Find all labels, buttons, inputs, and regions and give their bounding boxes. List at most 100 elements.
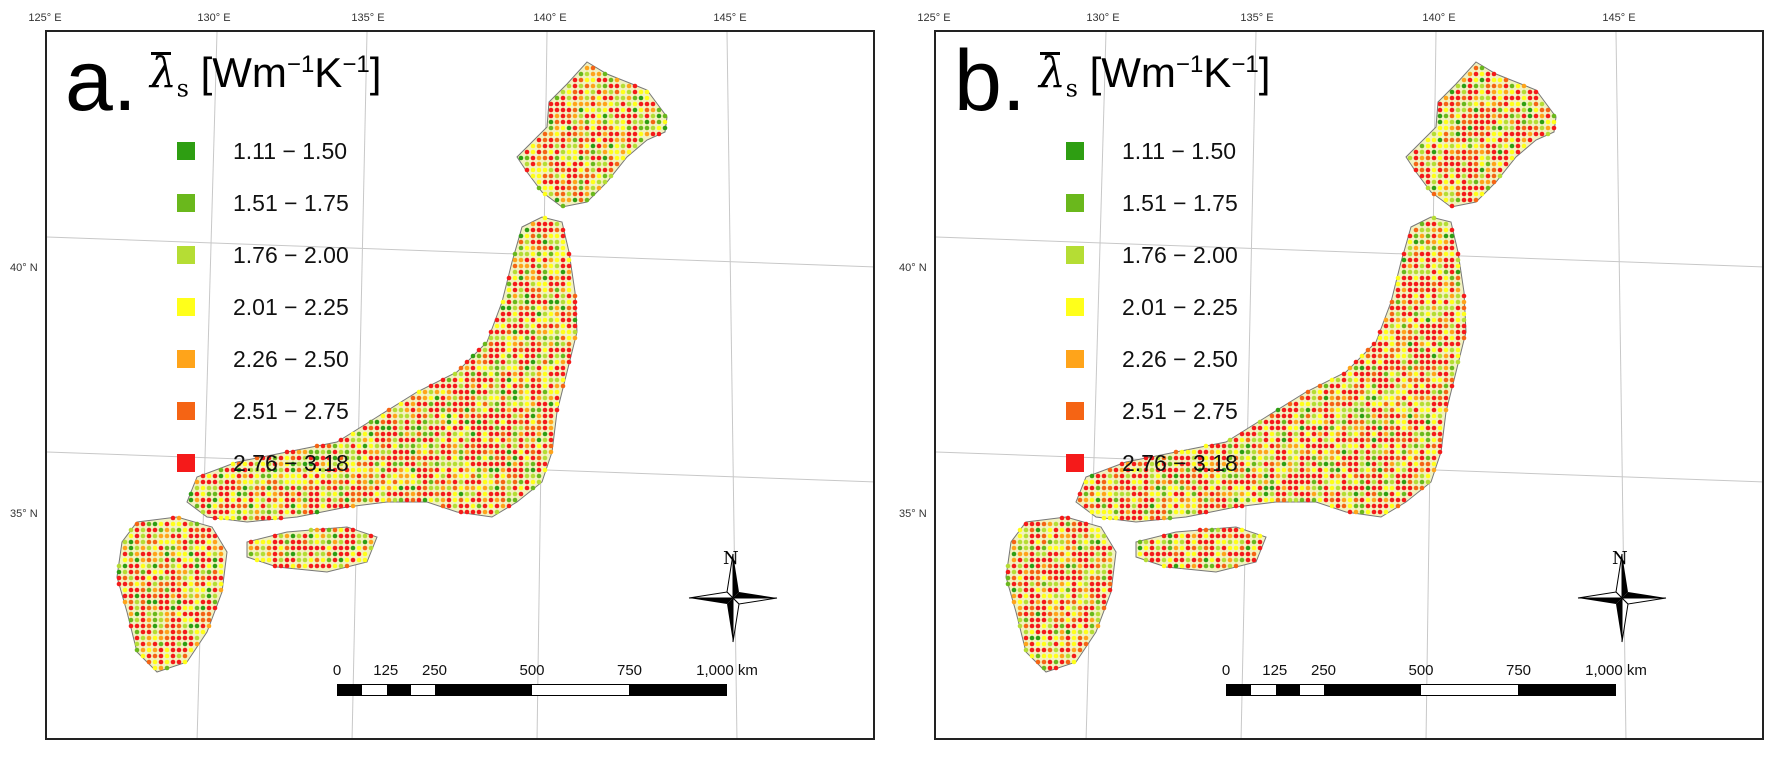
legend-item: 2.76 − 3.18 <box>1066 437 1238 489</box>
scale-segment <box>1299 685 1324 695</box>
scale-segment <box>1324 685 1421 695</box>
legend-swatch <box>1066 350 1084 368</box>
scale-segment <box>338 685 363 695</box>
scale-bar: 0 125 250 500 750 1,000 km <box>1222 662 1647 712</box>
legend-swatch <box>1066 142 1084 160</box>
scale-segment <box>532 685 629 695</box>
latitude-label: 40° N <box>899 262 927 274</box>
north-label: N <box>1612 548 1628 569</box>
legend-title: λs [Wm−1K−1] <box>1039 48 1271 103</box>
legend-label: 2.26 − 2.50 <box>1122 345 1238 372</box>
map-frame: b. λs [Wm−1K−1] 1.11 − 1.50 1.51 − 1.75 … <box>934 30 1764 740</box>
scale-bar-segments <box>1226 684 1616 696</box>
latitude-label: 35° N <box>10 508 38 520</box>
legend-item: 1.76 − 2.00 <box>1066 229 1238 281</box>
scale-tick: 1,000 km <box>1585 662 1647 679</box>
longitude-label: 145° E <box>1602 12 1636 24</box>
scale-segment <box>1227 685 1252 695</box>
legend-swatch <box>177 454 195 472</box>
scale-segment <box>410 685 435 695</box>
scale-tick: 1,000 km <box>696 662 758 679</box>
scale-bar: 0 125 250 500 750 1,000 km <box>333 662 758 712</box>
scale-segment <box>1518 685 1615 695</box>
legend-item: 2.26 − 2.50 <box>1066 333 1238 385</box>
scale-tick: 125 <box>373 662 399 679</box>
latitude-label: 35° N <box>899 508 927 520</box>
legend-item: 1.11 − 1.50 <box>177 125 349 177</box>
legend: 1.11 − 1.50 1.51 − 1.75 1.76 − 2.00 2.01… <box>1066 125 1238 489</box>
legend-swatch <box>177 350 195 368</box>
scale-tick: 750 <box>616 662 643 679</box>
legend-label: 2.76 − 3.18 <box>233 449 349 476</box>
legend-label: 2.26 − 2.50 <box>233 345 349 372</box>
scale-tick: 250 <box>1310 662 1337 679</box>
north-label: N <box>723 548 739 569</box>
longitude-label: 145° E <box>713 12 747 24</box>
legend-swatch <box>1066 454 1084 472</box>
legend-item: 2.01 − 2.25 <box>177 281 349 333</box>
legend-swatch <box>1066 194 1084 212</box>
longitude-label: 140° E <box>533 12 567 24</box>
scale-segment <box>362 685 387 695</box>
legend-item: 2.51 − 2.75 <box>177 385 349 437</box>
north-arrow-icon <box>1577 553 1667 643</box>
legend-label: 1.76 − 2.00 <box>233 241 349 268</box>
scale-segment <box>1275 685 1300 695</box>
scale-segment <box>386 685 411 695</box>
north-arrow-icon <box>688 553 778 643</box>
legend-label: 2.01 − 2.25 <box>1122 293 1238 320</box>
japan-map <box>936 32 1762 738</box>
legend-swatch <box>1066 402 1084 420</box>
map-panel-b: 125° E 130° E 135° E 140° E 145° E 40° N… <box>889 0 1774 757</box>
scale-segment <box>435 685 532 695</box>
scale-segment <box>629 685 726 695</box>
legend-swatch <box>177 402 195 420</box>
japan-map <box>47 32 873 738</box>
legend-swatch <box>177 142 195 160</box>
scale-tick: 0 <box>332 662 342 679</box>
scale-tick: 500 <box>519 662 545 679</box>
panel-letter: b. <box>954 33 1026 129</box>
latitude-label: 40° N <box>10 262 38 274</box>
scale-tick: 750 <box>1505 662 1532 679</box>
legend-label: 2.51 − 2.75 <box>1122 397 1238 424</box>
longitude-label: 135° E <box>351 12 385 24</box>
longitude-label: 140° E <box>1422 12 1456 24</box>
panel-letter: a. <box>65 33 137 129</box>
legend-item: 2.26 − 2.50 <box>177 333 349 385</box>
legend-title: λs [Wm−1K−1] <box>150 48 382 103</box>
legend-swatch <box>177 298 195 316</box>
scale-segment <box>1251 685 1276 695</box>
scale-tick: 250 <box>421 662 448 679</box>
scale-segment <box>1421 685 1518 695</box>
legend-item: 2.51 − 2.75 <box>1066 385 1238 437</box>
map-panel-a: 125° E 130° E 135° E 140° E 145° E 40° N… <box>0 0 885 757</box>
legend-item: 1.76 − 2.00 <box>177 229 349 281</box>
legend-swatch <box>1066 298 1084 316</box>
legend-swatch <box>177 194 195 212</box>
scale-bar-segments <box>337 684 727 696</box>
legend-label: 2.01 − 2.25 <box>233 293 349 320</box>
legend-label: 2.51 − 2.75 <box>233 397 349 424</box>
legend-item: 2.01 − 2.25 <box>1066 281 1238 333</box>
longitude-label: 125° E <box>917 12 951 24</box>
scale-tick: 125 <box>1262 662 1288 679</box>
longitude-label: 130° E <box>197 12 231 24</box>
legend-label: 1.11 − 1.50 <box>233 137 348 164</box>
legend-label: 1.51 − 1.75 <box>1122 189 1238 216</box>
longitude-label: 130° E <box>1086 12 1120 24</box>
legend-swatch <box>1066 246 1084 264</box>
legend-label: 1.76 − 2.00 <box>1122 241 1238 268</box>
longitude-label: 125° E <box>28 12 62 24</box>
legend-item: 1.11 − 1.50 <box>1066 125 1238 177</box>
legend-item: 1.51 − 1.75 <box>1066 177 1238 229</box>
legend-label: 1.11 − 1.50 <box>1122 137 1237 164</box>
legend-item: 1.51 − 1.75 <box>177 177 349 229</box>
scale-tick: 0 <box>1221 662 1231 679</box>
legend: 1.11 − 1.50 1.51 − 1.75 1.76 − 2.00 2.01… <box>177 125 349 489</box>
map-frame: a. λs [Wm−1K−1] 1.11 − 1.50 1.51 − 1.75 … <box>45 30 875 740</box>
legend-swatch <box>177 246 195 264</box>
legend-label: 1.51 − 1.75 <box>233 189 349 216</box>
longitude-label: 135° E <box>1240 12 1274 24</box>
legend-item: 2.76 − 3.18 <box>177 437 349 489</box>
